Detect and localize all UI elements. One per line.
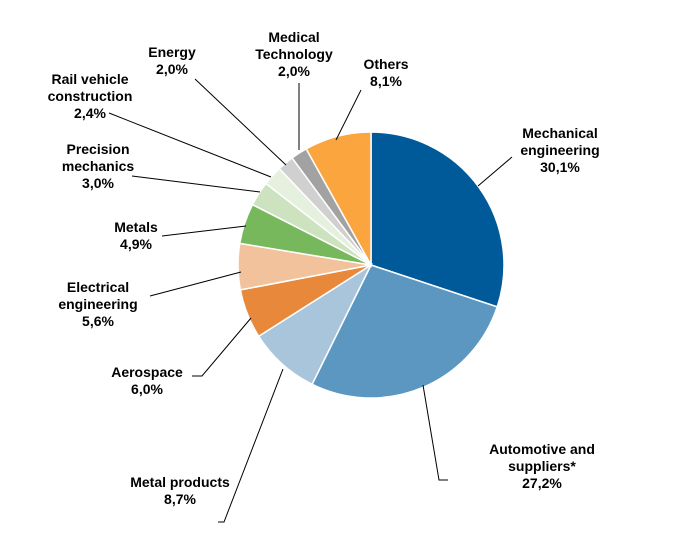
slice-name-label: Mechanical [522, 125, 597, 141]
slice-name-label: Precision [66, 141, 129, 157]
leader-line [218, 368, 284, 523]
slice-value-label: 2,0% [278, 63, 310, 79]
pie-slice [370, 131, 505, 308]
slice-label: Mechanical engineering 30,1% [520, 125, 599, 175]
slice-value-label: 8,7% [164, 491, 196, 507]
slice-label: Metal products 8,7% [130, 474, 230, 507]
slice-name-label: Medical [268, 29, 319, 45]
slice-name-label: Aerospace [111, 364, 183, 380]
slice-name-label: Rail vehicle [51, 71, 128, 87]
slice-name-label: mechanics [62, 158, 135, 174]
slice-label: Electrical engineering 5,6% [58, 279, 137, 329]
slice-label: Others 8,1% [363, 56, 408, 89]
leader-line [335, 89, 362, 141]
slice-label: Aerospace 6,0% [111, 364, 183, 397]
slice-name-label: Technology [255, 46, 333, 62]
leader-line [108, 112, 272, 178]
leader-line [192, 317, 252, 377]
slice-label: Rail vehicle construction 2,4% [48, 71, 133, 121]
slice-name-label: construction [48, 88, 133, 104]
slice-value-label: 2,0% [156, 61, 188, 77]
leader-line [161, 225, 247, 237]
slice-name-label: Others [363, 56, 408, 72]
leader-line [194, 78, 287, 166]
leader-line [477, 156, 513, 187]
slice-value-label: 2,4% [74, 105, 106, 121]
slice-name-label: Automotive and [489, 441, 595, 457]
slice-name-label: Metal products [130, 474, 230, 490]
slice-label: Energy 2,0% [148, 44, 196, 77]
pie-slice [311, 264, 499, 399]
slice-name-label: Energy [148, 44, 196, 60]
leader-line [149, 271, 242, 297]
slice-label: Precision mechanics 3,0% [62, 141, 135, 191]
leader-line [422, 384, 448, 481]
slice-value-label: 8,1% [370, 73, 402, 89]
slice-name-label: Electrical [67, 279, 129, 295]
slice-value-label: 3,0% [82, 175, 114, 191]
slice-name-label: Metals [114, 219, 158, 235]
slice-value-label: 6,0% [131, 381, 163, 397]
leader-line [131, 175, 261, 193]
slice-value-label: 30,1% [540, 159, 580, 175]
slice-label: Metals 4,9% [114, 219, 158, 252]
slice-label: Medical Technology 2,0% [255, 29, 333, 79]
slice-name-label: engineering [520, 142, 599, 158]
slice-name-label: suppliers* [508, 458, 576, 474]
slice-label: Automotive and suppliers* 27,2% [489, 441, 595, 491]
slice-value-label: 5,6% [82, 313, 114, 329]
slice-value-label: 27,2% [522, 475, 562, 491]
slice-name-label: engineering [58, 296, 137, 312]
slice-value-label: 4,9% [120, 236, 152, 252]
